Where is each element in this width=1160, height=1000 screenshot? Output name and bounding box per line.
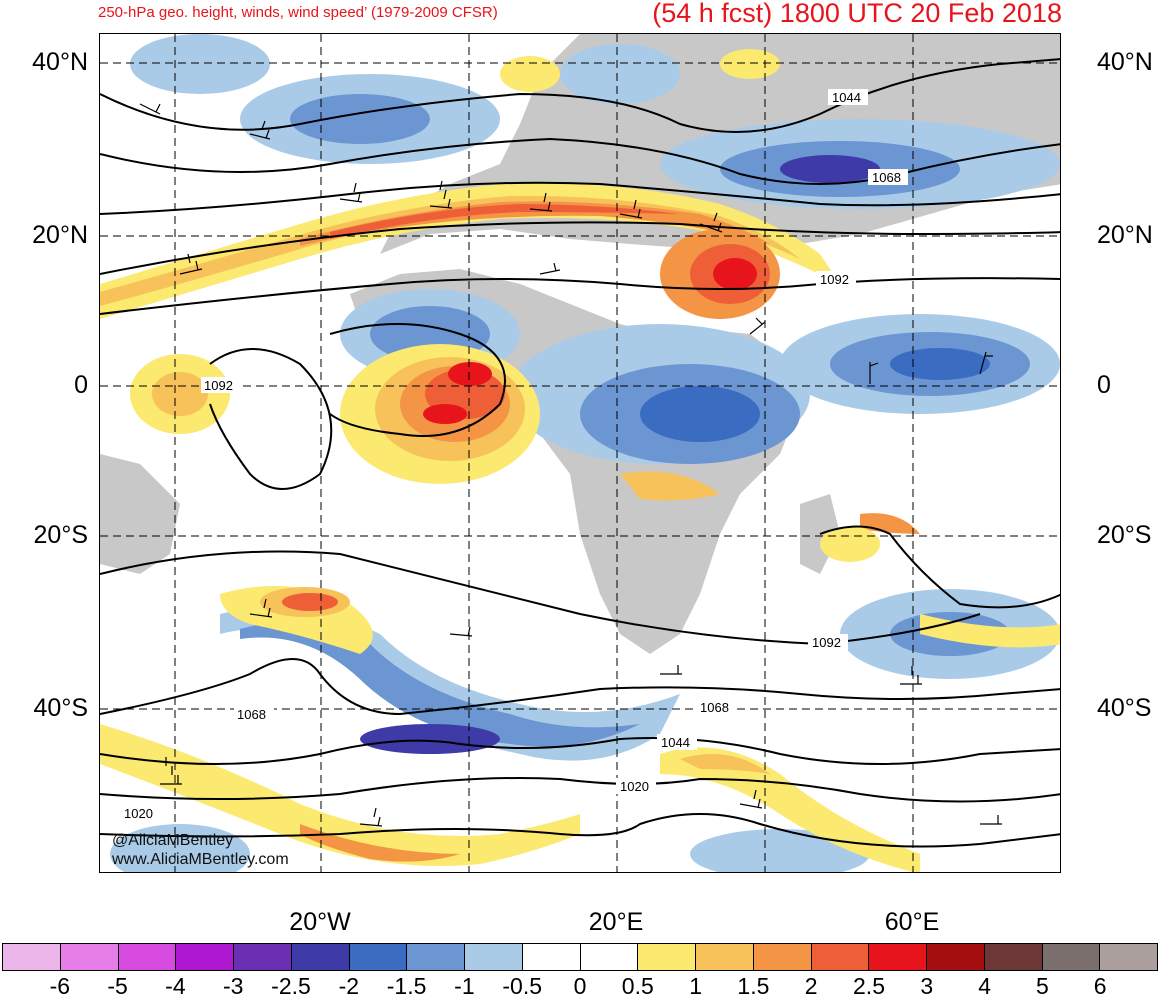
colorbar-swatch <box>1100 944 1157 970</box>
colorbar-swatch <box>349 944 408 970</box>
colorbar-tick-label: -3 <box>222 973 244 999</box>
contour-label: 1044 <box>832 90 861 105</box>
colorbar-swatch <box>176 944 234 970</box>
contour-label: 1020 <box>124 806 153 821</box>
colorbar-swatch <box>984 944 1043 970</box>
wind-barbs <box>139 103 1002 827</box>
map-subtitle: 250-hPa geo. height, winds, wind speed’ … <box>98 4 498 21</box>
lat-label-20n-right: 20°N <box>1097 221 1153 249</box>
forecast-time-title: (54 h fcst) 1800 UTC 20 Feb 2018 <box>652 0 1062 28</box>
colorbar-swatch <box>118 944 177 970</box>
lat-label-40s-left: 40°S <box>33 694 88 722</box>
colorbar-swatch <box>291 944 350 970</box>
colorbar-tick-label: -1 <box>454 973 475 999</box>
colorbar-swatch <box>753 944 812 970</box>
colorbar <box>2 943 1158 971</box>
colorbar-swatch <box>234 944 292 970</box>
colorbar-swatch <box>811 944 870 970</box>
colorbar-tick-label: 1.5 <box>737 973 770 999</box>
lat-label-40s-right: 40°S <box>1097 694 1152 722</box>
colorbar-swatch <box>696 944 754 970</box>
colorbar-tick-label: 2 <box>804 973 818 999</box>
colorbar-swatch <box>407 944 465 970</box>
lat-label-eq-right: 0 <box>1097 371 1111 399</box>
colorbar-swatch <box>580 944 639 970</box>
author-website: www.AliciaMBentley.com <box>112 851 289 868</box>
contour-label: 1044 <box>661 735 690 750</box>
colorbar-swatch <box>869 944 927 970</box>
colorbar-swatch <box>522 944 581 970</box>
lat-label-eq-left: 0 <box>74 371 88 399</box>
colorbar-swatch <box>465 944 523 970</box>
colorbar-tick-label: -5 <box>107 973 128 999</box>
lat-label-20s-right: 20°S <box>1097 521 1152 549</box>
colorbar-tick-label: -4 <box>165 973 186 999</box>
contour-label: 1092 <box>204 378 233 393</box>
lat-label-20n-left: 20°N <box>32 221 88 249</box>
colorbar-tick-label: 0 <box>573 973 587 999</box>
contour-label: 1068 <box>872 170 901 185</box>
contour-label: 1068 <box>700 700 729 715</box>
contour-label: 1092 <box>820 272 849 287</box>
colorbar-tick-label: 0.5 <box>621 973 654 999</box>
lon-label-20w: 20°W <box>289 908 351 936</box>
map-panel: 1044 1068 1092 1092 1092 1068 1068 1044 … <box>99 33 1061 873</box>
lat-label-20s-left: 20°S <box>33 521 88 549</box>
author-handle: @AliciaMBentley <box>112 832 234 849</box>
colorbar-tick-label: -1.5 <box>386 973 427 999</box>
colorbar-swatch <box>3 944 61 970</box>
colorbar-tick-label: 4 <box>978 973 991 999</box>
colorbar-swatch <box>1042 944 1101 970</box>
colorbar-swatch <box>60 944 119 970</box>
colorbar-tick-label: -2 <box>338 973 360 999</box>
colorbar-tick-label: 3 <box>920 973 934 999</box>
lon-label-20e: 20°E <box>588 908 644 936</box>
lat-label-40n-right: 40°N <box>1097 48 1153 76</box>
colorbar-tick-label: -6 <box>49 973 71 999</box>
colorbar-tick-label: 5 <box>1035 973 1049 999</box>
colorbar-tick-label: 1 <box>689 973 702 999</box>
colorbar-tick-label: 2.5 <box>853 973 885 999</box>
colorbar-swatch <box>927 944 985 970</box>
colorbar-swatch <box>638 944 696 970</box>
map-canvas: 1044 1068 1092 1092 1092 1068 1068 1044 … <box>100 34 1060 872</box>
lat-label-40n-left: 40°N <box>32 48 88 76</box>
contour-label: 1092 <box>812 635 841 650</box>
colorbar-tick-label: -2.5 <box>271 973 311 999</box>
lon-label-60e: 60°E <box>884 908 940 936</box>
colorbar-tick-label: -0.5 <box>502 973 543 999</box>
contour-labels: 1044 1068 1092 1092 1092 1068 1068 1044 … <box>120 89 908 821</box>
colorbar-tick-label: 6 <box>1093 973 1107 999</box>
contour-label: 1068 <box>237 707 266 722</box>
contour-label: 1020 <box>620 779 649 794</box>
